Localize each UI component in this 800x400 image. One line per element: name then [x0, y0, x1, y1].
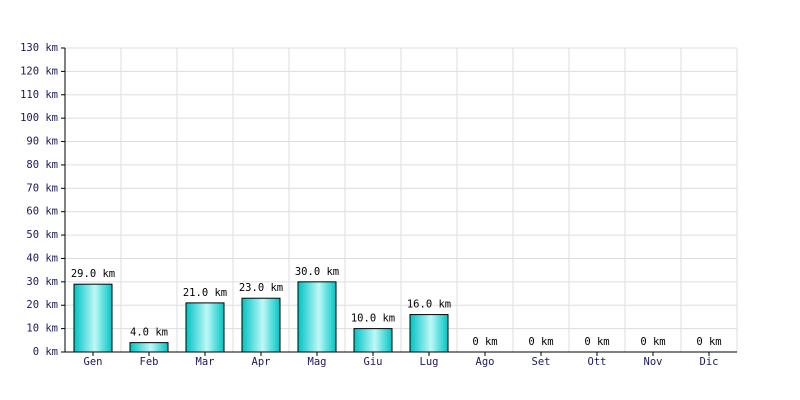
y-tick-label: 20 km — [26, 299, 58, 311]
y-tick-label: 80 km — [26, 159, 58, 171]
x-tick-label: Set — [532, 356, 551, 368]
value-label: 0 km — [584, 336, 609, 348]
value-label: 0 km — [696, 336, 721, 348]
value-label: 0 km — [528, 336, 553, 348]
y-tick-label: 60 km — [26, 206, 58, 218]
y-tick-label: 10 km — [26, 323, 58, 335]
y-tick-label: 120 km — [20, 65, 58, 77]
x-tick-label: Mar — [196, 356, 215, 368]
x-tick-label: Apr — [252, 356, 271, 368]
x-tick-label: Lug — [420, 356, 439, 368]
value-label: 4.0 km — [130, 327, 168, 339]
x-tick-label: Ago — [476, 356, 495, 368]
value-label: 0 km — [472, 336, 497, 348]
value-label: 30.0 km — [295, 266, 339, 278]
x-tick-label: Feb — [140, 356, 159, 368]
x-tick-label: Dic — [700, 356, 719, 368]
bar — [353, 328, 393, 353]
y-tick-label: 40 km — [26, 252, 58, 264]
y-tick-label: 0 km — [33, 346, 58, 358]
value-label: 10.0 km — [351, 313, 395, 325]
y-tick-label: 50 km — [26, 229, 58, 241]
y-tick-label: 130 km — [20, 42, 58, 54]
y-tick-label: 110 km — [20, 89, 58, 101]
grid: 0 km 10 km 20 km 30 km 40 km 50 km 60 km 70 km 8… — [20, 42, 738, 358]
bar — [73, 283, 113, 353]
x-tick-label: Gen — [84, 356, 103, 368]
bar — [297, 281, 337, 353]
x-tick-label: Nov — [644, 356, 663, 368]
y-tick-label: 70 km — [26, 182, 58, 194]
x-tick-label: Mag — [308, 356, 327, 368]
y-tick-label: 30 km — [26, 276, 58, 288]
value-label: 29.0 km — [71, 268, 115, 280]
value-label: 0 km — [640, 336, 665, 348]
x-tick-label: Giu — [364, 356, 383, 368]
bar — [409, 314, 449, 353]
bar — [129, 342, 169, 353]
value-label: 23.0 km — [239, 282, 283, 294]
bar — [241, 297, 281, 353]
y-tick-label: 100 km — [20, 112, 58, 124]
y-tick-label: 90 km — [26, 136, 58, 148]
value-label: 16.0 km — [407, 299, 451, 311]
bar — [185, 302, 225, 353]
value-label: 21.0 km — [183, 287, 227, 299]
x-tick-label: Ott — [588, 356, 607, 368]
marks: Gen 29.0 km Feb 4.0 km Mar 21.0 km Apr 23.0 km M… — [71, 266, 722, 368]
